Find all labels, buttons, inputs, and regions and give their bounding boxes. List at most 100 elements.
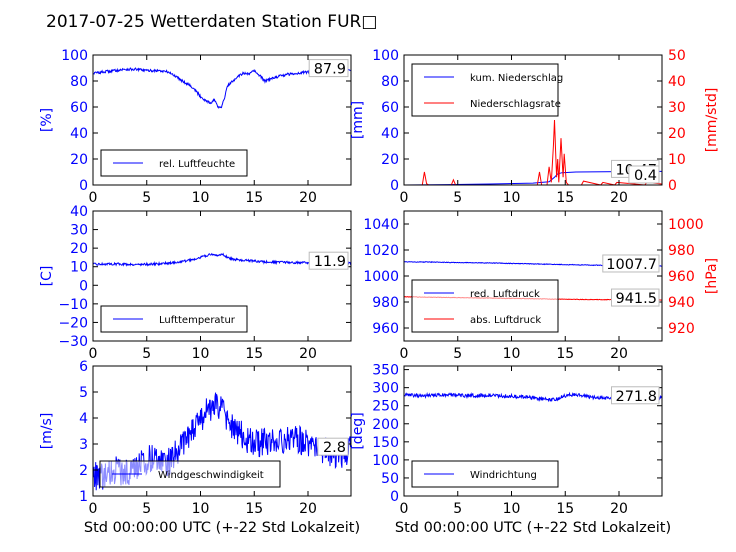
panel-precipitation: 0 5 10 15 20 0 20 40 60 80 100 0 10 20 30 40 50 [mm] [mm/s… — [350, 48, 720, 206]
legend-wind_direction: Windrichtung — [411, 460, 559, 488]
y2-tick-label: 0 — [668, 178, 677, 194]
last-value-label-2-box — [611, 288, 660, 307]
x-tick-label: 20 — [299, 346, 317, 362]
x-tick-label: 15 — [556, 501, 574, 517]
y-tick-label: 1 — [79, 489, 88, 505]
y-tick-label: 980 — [372, 295, 399, 311]
y-tick-label: 350 — [372, 363, 399, 379]
x-tick-label: 15 — [245, 501, 263, 517]
last-value-label-box — [308, 59, 349, 78]
x-tick-label: 15 — [245, 346, 263, 362]
y-tick-label: 0 — [390, 489, 399, 505]
y-tick-label: 0 — [79, 278, 88, 294]
legend-box — [411, 63, 559, 117]
x-tick-label: 10 — [503, 346, 521, 362]
y-tick-label: 150 — [372, 435, 399, 451]
y2-axis-label: [hPa] — [704, 258, 720, 294]
y-tick-label: 20 — [381, 152, 399, 168]
x-tick-label: 5 — [142, 346, 151, 362]
y-tick-label: 40 — [70, 126, 88, 142]
x-axis-label-right: Std 00:00:00 UTC (+-22 Std Lokalzeit) — [395, 520, 671, 536]
y-tick-label: 60 — [381, 100, 399, 116]
y-tick-label: 1040 — [363, 217, 399, 233]
legend-entry: Windgeschwindigkeit — [158, 470, 264, 481]
last-value-label-2: 0.4 — [634, 168, 657, 184]
x-tick-label: 0 — [400, 346, 409, 362]
legend-pressure: red. Luftdruck abs. Luftdruck — [411, 279, 559, 333]
x-tick-label: 20 — [299, 190, 317, 206]
plot-frame-precipitation — [403, 54, 663, 186]
legend-temperature: Lufttemperatur — [100, 305, 248, 333]
x-tick-label: 10 — [503, 501, 521, 517]
y-tick-label: 40 — [70, 204, 88, 220]
y-tick-label: 0 — [79, 178, 88, 194]
last-value-label: 2.8 — [323, 440, 346, 456]
x-tick-label: 15 — [245, 190, 263, 206]
y2-tick-label: 920 — [668, 321, 695, 337]
y-tick-label: 100 — [372, 453, 399, 469]
y-axis-label: [%] — [39, 108, 55, 132]
y2-tick-label: 960 — [668, 269, 695, 285]
panel-pressure: 0 5 10 15 20 960 980 1000 1020 1040 920 940 960 980 10… — [363, 210, 720, 362]
legend-entry: abs. Luftdruck — [470, 315, 541, 326]
y2-tick-label: 20 — [668, 126, 686, 142]
y-axis-label: [mm] — [350, 101, 366, 139]
x-tick-label: 5 — [453, 501, 462, 517]
y-tick-label: 0 — [390, 178, 399, 194]
x-tick-label: 5 — [453, 346, 462, 362]
y-tick-label: 6 — [79, 359, 88, 375]
legend-entry: red. Luftdruck — [470, 289, 540, 300]
legend-entry: Niederschlagsrate — [470, 99, 561, 110]
x-tick-label: 0 — [89, 190, 98, 206]
x-tick-label: 15 — [556, 190, 574, 206]
last-value-label: 271.8 — [615, 389, 657, 405]
panel-wind_direction: 0 5 10 15 20050100150200250300350[deg]271.8W… — [350, 363, 663, 517]
y-tick-label: −10 — [58, 297, 88, 313]
x-tick-label: 5 — [142, 501, 151, 517]
y-tick-label: 5 — [79, 385, 88, 401]
legend-precipitation: kum. Niederschlag Niederschlagsrate — [411, 63, 563, 117]
plot-frame-temperature — [92, 210, 352, 342]
y-axis-label: [C] — [39, 266, 55, 287]
last-value-label-box — [602, 254, 660, 273]
legend-box — [411, 279, 559, 333]
legend-entry: kum. Niederschlag — [470, 73, 563, 84]
y-tick-label: 50 — [381, 471, 399, 487]
x-axis-label-left: Std 00:00:00 UTC (+-22 Std Lokalzeit) — [84, 520, 360, 536]
y-tick-label: 100 — [61, 48, 88, 64]
y-tick-label: 80 — [381, 74, 399, 90]
y2-tick-label: 30 — [668, 100, 686, 116]
y-axis-label: [m/s] — [39, 413, 55, 450]
y2-tick-label: 40 — [668, 74, 686, 90]
x-tick-label: 10 — [192, 346, 210, 362]
legend-wind_speed: Windgeschwindigkeit — [99, 460, 281, 488]
last-value-label: 11.9 — [314, 254, 346, 270]
x-tick-label: 20 — [299, 501, 317, 517]
y-tick-label: 40 — [381, 126, 399, 142]
x-tick-label: 20 — [610, 346, 628, 362]
y2-tick-label: 50 — [668, 48, 686, 64]
y-tick-label: −20 — [58, 315, 88, 331]
y2-axis-label: [mm/std] — [704, 88, 720, 153]
x-tick-label: 10 — [192, 190, 210, 206]
plot-frame-wind_direction — [403, 365, 663, 497]
y-tick-label: 3 — [79, 437, 88, 453]
legend-entry: Lufttemperatur — [159, 315, 236, 326]
legend-humidity: rel. Luftfeuchte — [100, 149, 248, 177]
y-tick-label: 1020 — [363, 243, 399, 259]
y2-tick-label: 980 — [668, 243, 695, 259]
y-tick-label: 1000 — [363, 269, 399, 285]
x-tick-label: 5 — [142, 190, 151, 206]
series-line-precipitation-1 — [404, 119, 662, 185]
series-line-humidity-0 — [93, 67, 351, 109]
x-tick-label: 15 — [556, 346, 574, 362]
x-tick-label: 20 — [610, 190, 628, 206]
y-tick-label: −30 — [58, 334, 88, 350]
y2-tick-label: 940 — [668, 295, 695, 311]
y-tick-label: 80 — [70, 74, 88, 90]
figure-title: 2017-07-25 Wetterdaten Station FUR□ — [46, 12, 377, 32]
y-tick-label: 100 — [372, 48, 399, 64]
last-value-label: 87.9 — [314, 62, 346, 78]
y-tick-label: 20 — [70, 241, 88, 257]
